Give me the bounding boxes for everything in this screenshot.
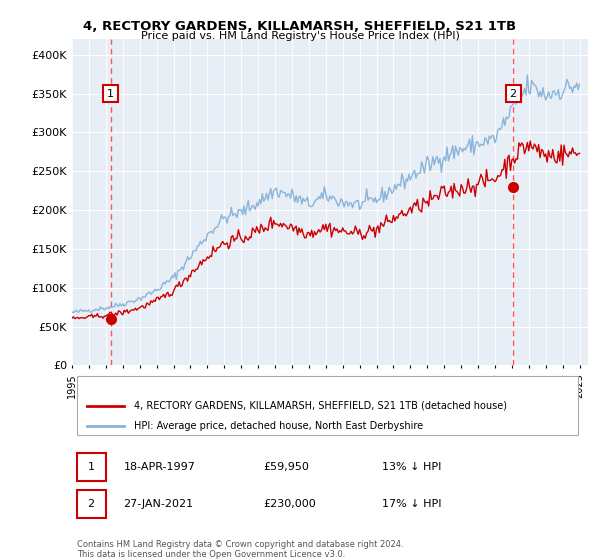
Text: Price paid vs. HM Land Registry's House Price Index (HPI): Price paid vs. HM Land Registry's House … [140,31,460,41]
Text: 1: 1 [107,88,114,99]
Text: 13% ↓ HPI: 13% ↓ HPI [382,462,441,472]
Text: £230,000: £230,000 [263,499,316,509]
FancyBboxPatch shape [77,376,578,435]
Text: 4, RECTORY GARDENS, KILLAMARSH, SHEFFIELD, S21 1TB: 4, RECTORY GARDENS, KILLAMARSH, SHEFFIEL… [83,20,517,32]
Text: £59,950: £59,950 [263,462,309,472]
FancyBboxPatch shape [77,490,106,517]
Text: 18-APR-1997: 18-APR-1997 [124,462,196,472]
Text: 17% ↓ HPI: 17% ↓ HPI [382,499,441,509]
Text: 4, RECTORY GARDENS, KILLAMARSH, SHEFFIELD, S21 1TB (detached house): 4, RECTORY GARDENS, KILLAMARSH, SHEFFIEL… [134,401,507,410]
Text: 2: 2 [509,88,517,99]
Text: Contains HM Land Registry data © Crown copyright and database right 2024.
This d: Contains HM Land Registry data © Crown c… [77,540,404,559]
Text: HPI: Average price, detached house, North East Derbyshire: HPI: Average price, detached house, Nort… [134,421,423,431]
Text: 27-JAN-2021: 27-JAN-2021 [124,499,194,509]
Text: 1: 1 [88,462,95,472]
Text: 2: 2 [88,499,95,509]
FancyBboxPatch shape [77,454,106,481]
